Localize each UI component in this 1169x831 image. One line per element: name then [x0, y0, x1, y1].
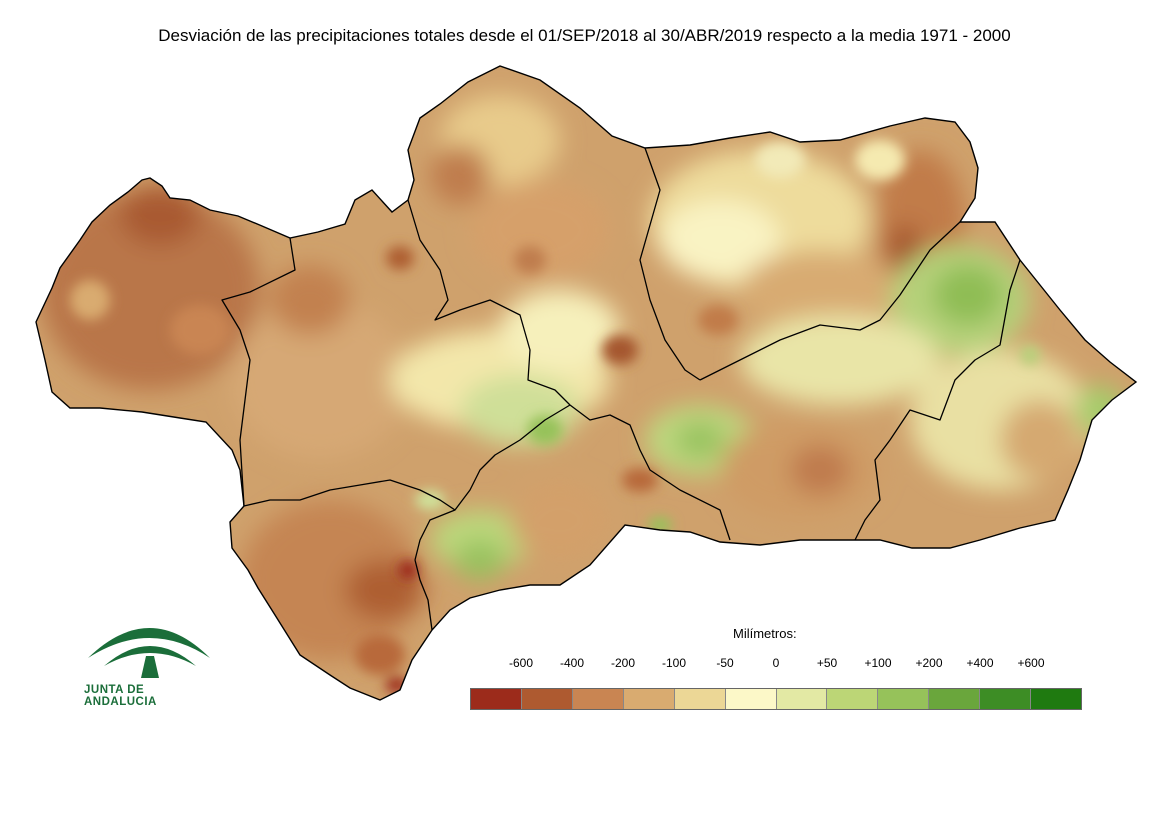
legend-label: +400 [966, 656, 994, 670]
legend-label: -50 [716, 656, 734, 670]
legend-swatch [674, 689, 726, 709]
legend-swatch [471, 689, 522, 709]
legend-swatch [827, 689, 879, 709]
legend-swatch [980, 689, 1032, 709]
legend-color-bar [470, 688, 1082, 710]
legend-swatch [878, 689, 930, 709]
legend-label: -100 [661, 656, 687, 670]
legend-label: -400 [559, 656, 585, 670]
province-borders [221, 147, 1021, 631]
legend-label: 0 [772, 656, 780, 670]
legend-swatch [521, 689, 573, 709]
junta-de-andalucia-logo-icon [88, 628, 210, 678]
legend-swatch [572, 689, 624, 709]
legend-swatch [725, 689, 777, 709]
legend-swatch [623, 689, 675, 709]
legend-label: +50 [816, 656, 838, 670]
legend-label: +600 [1017, 656, 1045, 670]
logo-text: JUNTA DE ANDALUCIA [84, 684, 157, 708]
legend-swatch [929, 689, 981, 709]
legend-label: +200 [915, 656, 943, 670]
map-title: Desviación de las precipitaciones totale… [158, 26, 1011, 45]
legend-unit-label: Milímetros: [733, 626, 797, 641]
legend-labels: -600 -400 -200 -100 -50 0 +50 +100 +200 +400 +600 [0, 656, 1169, 674]
legend-label: -200 [610, 656, 636, 670]
legend-label: -600 [508, 656, 534, 670]
legend-swatch [776, 689, 828, 709]
legend-swatch [1031, 689, 1082, 709]
legend-label: +100 [864, 656, 892, 670]
